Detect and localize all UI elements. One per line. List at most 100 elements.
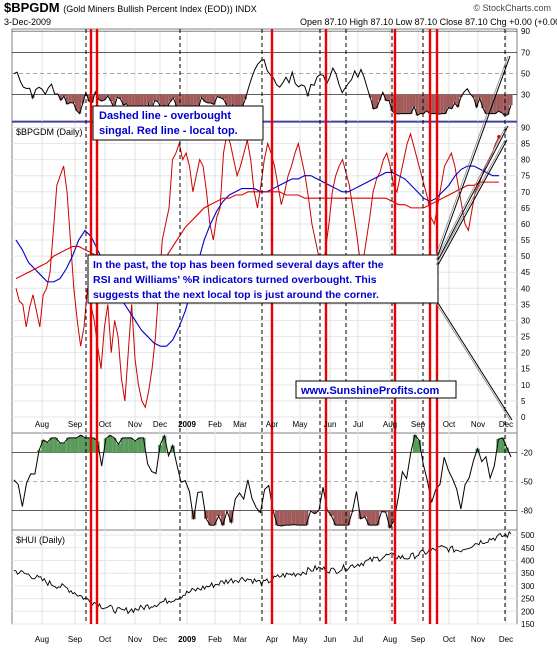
rsi-tick-label: 30 [521, 91, 530, 100]
pointer-line [437, 55, 511, 256]
rsi-oversold-fill [406, 94, 410, 114]
rsi-oversold-fill [159, 94, 163, 108]
rsi-oversold-fill [87, 94, 91, 102]
x-tick-label: Jun [324, 635, 337, 644]
williams-overbought-fill [504, 447, 509, 453]
main-tick-label: 60 [521, 220, 530, 229]
rsi-oversold-fill [415, 94, 419, 116]
x-tick-label: Oct [99, 420, 112, 429]
williams-overbought-fill [70, 437, 75, 453]
pointer-line-shadow [435, 125, 507, 261]
rsi-oversold-fill [165, 94, 169, 108]
hui-tick-label: 350 [521, 569, 535, 578]
rsi-oversold-fill [78, 94, 82, 114]
x-tick-label: Nov [128, 635, 142, 644]
rsi-oversold-fill [234, 94, 238, 114]
x-tick-label: Jun [324, 420, 337, 429]
rsi-oversold-fill [71, 94, 75, 103]
williams-overbought-fill [120, 437, 125, 453]
x-tick-label: Apr [266, 420, 279, 429]
williams-oversold-fill [287, 510, 292, 526]
williams-oversold-fill [366, 510, 372, 526]
chart-title: $BPGDM (Gold Miners Bullish Percent Inde… [4, 0, 257, 15]
williams-overbought-fill [412, 435, 418, 453]
williams-oversold-fill [291, 510, 296, 525]
x-tick-label: Jul [353, 420, 363, 429]
williams-oversold-fill [371, 510, 376, 526]
rsi-oversold-fill [453, 94, 457, 104]
x-tick-label: Mar [233, 635, 247, 644]
rsi-oversold-fill [149, 94, 154, 110]
rsi-oversold-fill [496, 94, 501, 112]
rsi-oversold-fill [156, 94, 160, 102]
williams-oversold-fill [329, 510, 334, 516]
x-tick-label: 2009 [178, 420, 196, 429]
williams-gridlines [12, 452, 517, 511]
main-tick-label: 30 [521, 316, 530, 325]
rsi-oversold-fill [112, 94, 116, 109]
rsi-oversold-fill [228, 94, 232, 111]
main-tick-label: 85 [521, 140, 530, 149]
x-tick-label: Aug [35, 420, 49, 429]
rsi-oversold-fill [384, 94, 388, 101]
rsi-oversold-fill [137, 94, 141, 111]
hui-tick-label: 300 [521, 582, 535, 591]
x-tick-label: Aug [35, 635, 49, 644]
williams-overbought-fill [78, 435, 83, 453]
tick-labels: Aug Aug Sep Sep Oct Oct Nov Nov Dec Dec 2009 2009 Fe… [35, 27, 535, 644]
hui-tick-label: 250 [521, 595, 535, 604]
symbol: $BPGDM [4, 0, 60, 15]
rsi-oversold-fill [187, 94, 191, 114]
x-tick-label: Sep [411, 635, 426, 644]
rsi-oversold-fill [121, 94, 125, 105]
main-tick-label: 75 [521, 172, 530, 181]
williams-overbought-fill [133, 440, 138, 453]
williams-oversold-fill [295, 510, 301, 526]
rsi-oversold-fill [471, 94, 476, 98]
x-tick-label: Aug [383, 420, 397, 429]
williams-oversold-fill [208, 510, 213, 526]
rsi-oversold-fill [224, 94, 229, 105]
rsi-oversold-fill [68, 94, 72, 103]
main-tick-label: 55 [521, 236, 530, 245]
rsi-oversold-fill [196, 94, 200, 109]
williams-oversold-fill [216, 510, 221, 516]
hui-tick-label: 200 [521, 607, 535, 616]
rsi-oversold-fill [153, 94, 157, 101]
rsi-oversold-fill [184, 94, 188, 114]
williams-tick-label: -80 [521, 507, 533, 516]
williams-oversold-fill [341, 510, 347, 526]
x-tick-label: Sep [68, 420, 83, 429]
williams-oversold-fill [375, 510, 380, 526]
x-tick-label: Sep [411, 420, 426, 429]
rsi-oversold-fill [218, 94, 222, 98]
rsi-tick-label: 70 [521, 48, 530, 57]
pointer-line [437, 302, 513, 421]
williams-overbought-fill [158, 444, 163, 453]
williams-overbought-fill [500, 437, 505, 453]
x-tick-label: Dec [499, 635, 513, 644]
williams-oversold-fill [191, 510, 196, 520]
rsi-oversold-fill [74, 94, 79, 111]
annotation-box-1 [92, 105, 264, 141]
rsi-oversold-fill [96, 94, 100, 100]
rsi-oversold-fill [387, 94, 391, 101]
williams-oversold-fill [333, 510, 338, 526]
rsi-oversold-fill [181, 94, 185, 115]
williams-overbought-fill [107, 435, 113, 453]
hui-tick-label: 450 [521, 544, 535, 553]
rsi-oversold-fill [103, 94, 107, 100]
rsi-oversold-fill [162, 94, 166, 106]
rsi-oversold-fill [221, 94, 225, 100]
x-tick-label: May [292, 635, 307, 644]
hui-gridlines [12, 534, 517, 625]
chart-date: 3-Dec-2009 [4, 17, 52, 27]
rsi-oversold-fill [134, 94, 138, 108]
rsi-oversold-fill [143, 94, 147, 114]
rsi-oversold-fill [371, 94, 376, 109]
x-tick-label: Feb [208, 420, 222, 429]
williams-oversold-fill [337, 510, 342, 526]
main-tick-label: 35 [521, 300, 530, 309]
williams-oversold-fill [358, 510, 363, 519]
